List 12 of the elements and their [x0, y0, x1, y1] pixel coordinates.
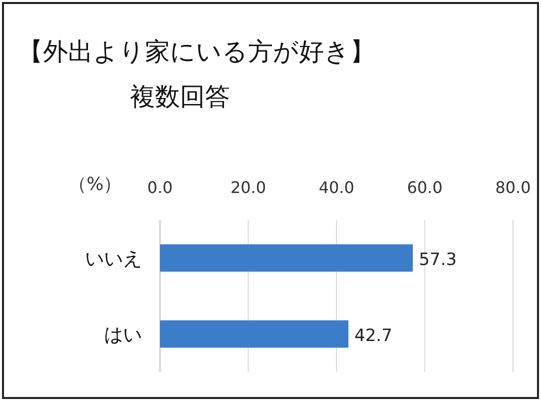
y-tick-label: いいえ	[85, 248, 142, 270]
data-label: 57.3	[418, 250, 457, 270]
data-label: 42.7	[354, 326, 392, 346]
chart-title: 【外出より家にいる方が好き】	[18, 37, 375, 66]
x-tick-label: 0.0	[147, 178, 173, 197]
x-tick-label: 60.0	[406, 178, 443, 197]
x-tick-label: 40.0	[318, 178, 354, 197]
chart-subtitle: 複数回答	[130, 82, 230, 111]
x-axis-title: （%）	[68, 174, 122, 195]
x-tick-label: 80.0	[495, 178, 531, 197]
y-tick-label: はい	[104, 324, 142, 346]
x-tick-label: 20.0	[230, 178, 266, 197]
